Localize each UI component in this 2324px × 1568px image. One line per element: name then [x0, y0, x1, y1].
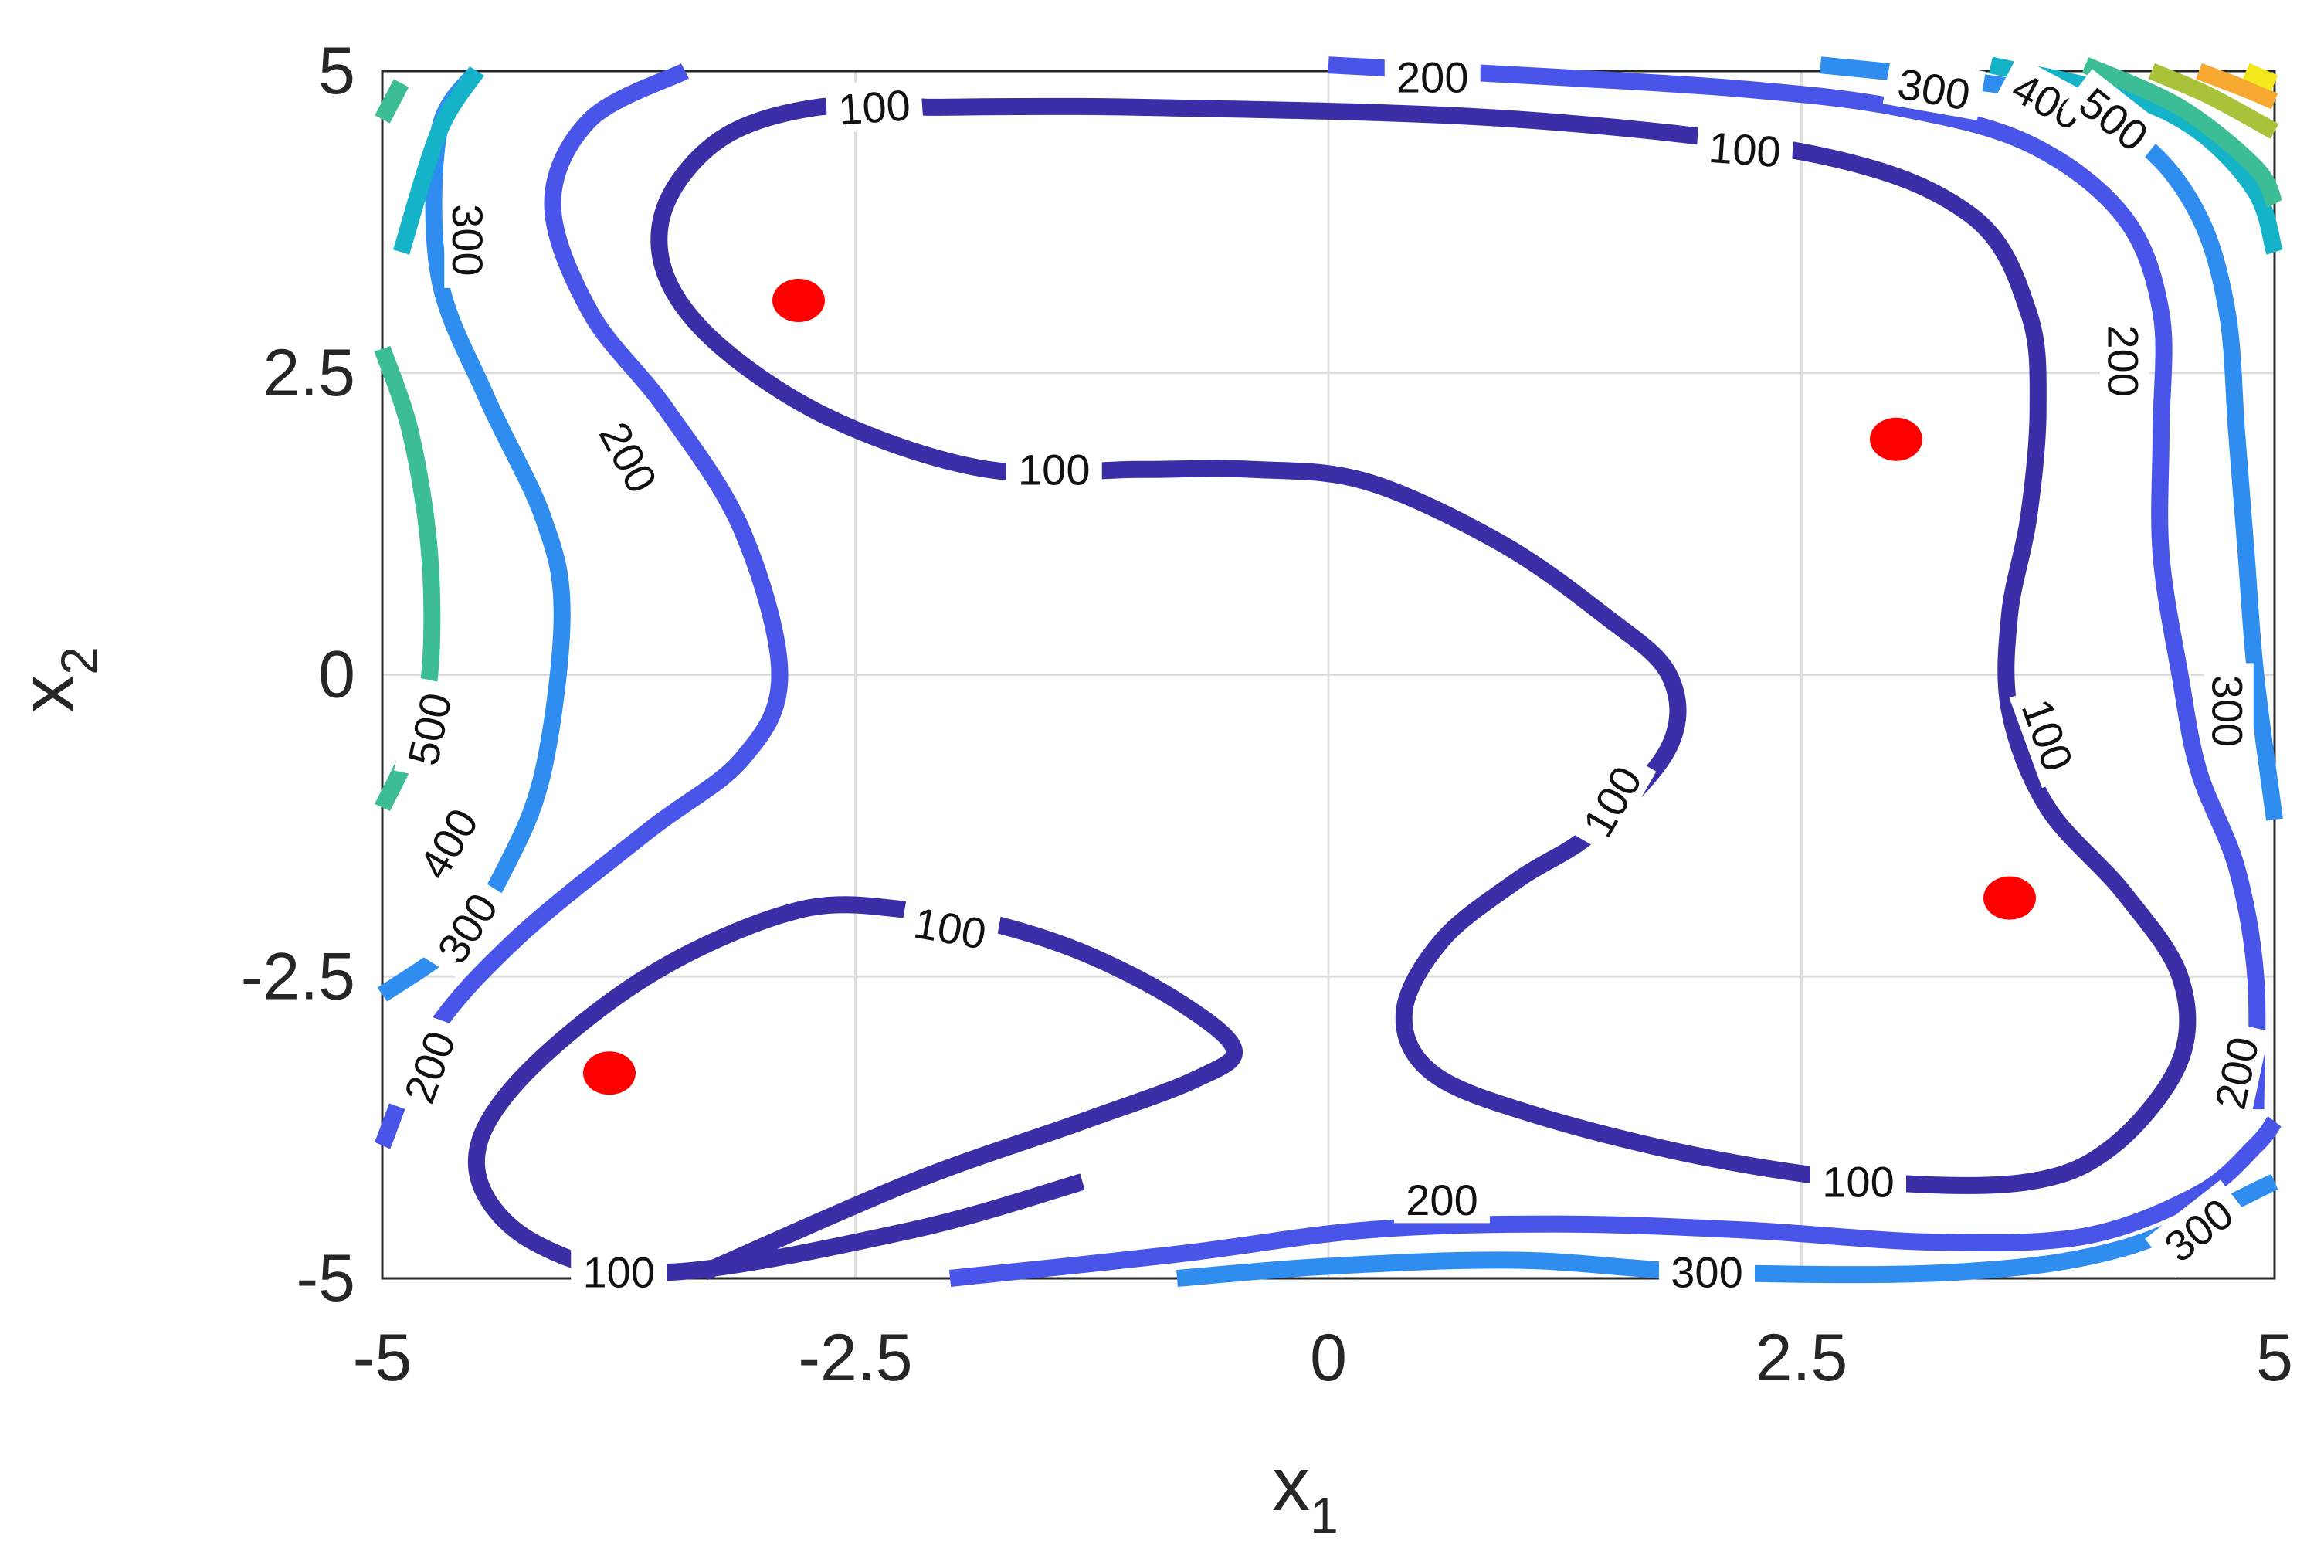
x-tick-label: 0	[1310, 1321, 1347, 1395]
contour-200-right	[948, 1116, 2282, 1287]
contour-label-2: 100	[1006, 443, 1102, 494]
minimum-2	[1870, 417, 1922, 461]
contour-200-left	[374, 63, 789, 1149]
minimum-3	[1983, 876, 2036, 920]
contour-100-upper	[650, 97, 2197, 1194]
contour-label-7: 100	[571, 1246, 667, 1297]
contour-label-6: 100	[1810, 1155, 1906, 1206]
contour-label-bg	[402, 789, 493, 898]
y-tick-label: -5	[297, 1241, 355, 1315]
contour-label-bg	[2145, 1179, 2251, 1278]
contour-200-right-upper	[1328, 56, 2266, 1110]
x-tick-label: -5	[353, 1321, 412, 1395]
contour-label-text: 100	[1707, 123, 1783, 176]
y-tick-label: 2.5	[263, 336, 355, 410]
contour-label-0: 100	[824, 77, 924, 134]
x-axis-label-main: x	[1272, 1441, 1310, 1526]
contour-label-bg	[1695, 120, 1795, 176]
contour-label-text: 100	[1822, 1157, 1894, 1206]
contour-label-text: 200	[1406, 1176, 1478, 1224]
contour-label-bg	[1810, 1155, 1906, 1205]
x-axis-label: x1	[1272, 1441, 1338, 1544]
contour-label-text: 300	[443, 204, 492, 276]
contour-400-left	[393, 66, 484, 255]
contour-label-5: 100	[898, 894, 1002, 960]
x-axis-label-subscript: 1	[1310, 1487, 1338, 1544]
contour-label-bg	[1384, 50, 1481, 100]
contour-label-16: 300	[2203, 663, 2254, 759]
contour-label-text: 300	[1671, 1248, 1742, 1297]
contour-label-bg	[1659, 1246, 1755, 1296]
contour-label-23: 500	[394, 677, 463, 781]
contour-600-topright	[2148, 63, 2279, 139]
minimum-4	[583, 1051, 636, 1095]
contour-label-bg	[1394, 1173, 1490, 1224]
contour-500-left	[375, 79, 409, 124]
contour-label-text: 500	[399, 689, 461, 769]
x-tick-labels: -5 -2.5 0 2.5 5	[353, 1321, 2293, 1395]
contour-label-text: 100	[836, 80, 912, 134]
minimum-1	[772, 278, 825, 322]
contour-label-bg	[444, 192, 494, 288]
contour-label-text: 200	[1396, 53, 1468, 101]
contour-label-bg	[388, 1013, 468, 1120]
y-tick-labels: -5 -2.5 0 2.5 5	[241, 34, 355, 1315]
contour-label-bg	[2200, 1020, 2270, 1125]
contour-label-bg	[2061, 69, 2168, 168]
contour-label-text: 200	[2099, 324, 2148, 396]
contour-label-bg	[1994, 55, 2102, 144]
contour-label-text: 100	[1018, 445, 1090, 494]
contour-label-1: 100	[1695, 120, 1795, 176]
contour-300-right	[1819, 56, 2283, 821]
contour-label-bg	[1566, 746, 1657, 855]
contour-label-13: 200	[2200, 1020, 2270, 1125]
y-axis-label-subscript: 2	[50, 647, 107, 675]
contour-label-14: 300	[443, 192, 494, 288]
y-axis-label-main: x	[5, 675, 90, 713]
y-tick-label: -2.5	[241, 939, 355, 1013]
contour-label-bg	[2204, 663, 2254, 759]
contour-label-9: 200	[585, 402, 674, 511]
contour-700-topright	[2196, 63, 2278, 110]
x-tick-label: 2.5	[1756, 1321, 1848, 1395]
contour-label-bg	[571, 1246, 667, 1296]
contour-label-bg	[2100, 313, 2149, 409]
contour-label-10: 200	[2099, 313, 2149, 409]
contour-label-8: 200	[1384, 50, 1481, 101]
contour-label-12: 200	[388, 1013, 468, 1120]
contour-label-15: 300	[1882, 55, 1986, 120]
contour-label-bg	[394, 677, 463, 781]
y-axis-label: x2	[5, 647, 107, 713]
contour-label-18: 300	[1659, 1246, 1755, 1297]
contour-label-text: 100	[583, 1248, 655, 1297]
x-tick-label: -2.5	[798, 1321, 912, 1395]
contour-label-bg	[898, 894, 1002, 960]
contour-label-bg	[585, 402, 674, 511]
minima-markers	[583, 278, 2036, 1095]
contour-label-bg	[1006, 443, 1102, 493]
contour-label-19: 300	[2145, 1179, 2251, 1278]
contour-label-text: 300	[2203, 675, 2251, 747]
contour-500-right	[2081, 57, 2283, 209]
contour-label-bg	[419, 874, 513, 982]
contour-label-bg	[824, 77, 924, 134]
y-tick-label: 5	[318, 34, 355, 108]
y-tick-label: 0	[318, 638, 355, 712]
contour-label-11: 200	[1394, 1173, 1490, 1224]
contour-800-topright	[2242, 63, 2278, 91]
contour-label-bg	[2009, 680, 2089, 789]
contour-label-bg	[1882, 55, 1986, 120]
x-tick-label: 5	[2256, 1321, 2293, 1395]
